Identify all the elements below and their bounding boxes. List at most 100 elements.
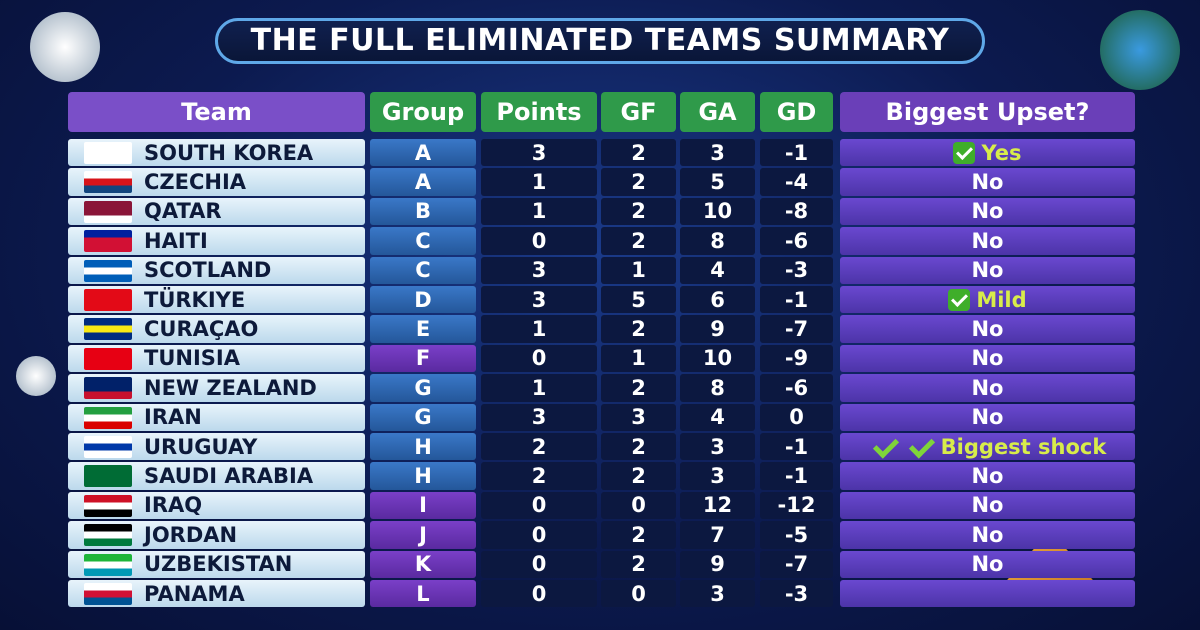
team-cell: SCOTLAND — [68, 256, 365, 284]
team-cell-text: IRAN — [144, 405, 202, 430]
stat-cell: 8 — [680, 227, 755, 255]
stat-cell-text: 0 — [631, 581, 646, 606]
column-header: Team — [68, 92, 365, 132]
stat-cell: -7 — [760, 315, 833, 343]
team-cell: JORDAN — [68, 521, 365, 549]
stat-cell: -9 — [760, 344, 833, 373]
upset-cell-text: No — [971, 258, 1004, 283]
upset-cell-text: No — [971, 375, 1004, 400]
column-header: GF — [601, 92, 676, 132]
team-cell: SAUDI ARABIA — [68, 462, 365, 490]
group-cell: B — [370, 197, 476, 226]
team-cell-text: CURAÇAO — [144, 317, 259, 342]
flag-icon — [84, 171, 132, 194]
stat-cell: -6 — [760, 374, 833, 402]
upset-cell-text: No — [971, 317, 1004, 342]
upset-cell: Biggest shock — [840, 433, 1135, 461]
team-cell-text: IRAQ — [144, 493, 203, 518]
upset-cell-text: No — [971, 464, 1004, 489]
stat-cell-text: 0 — [531, 552, 547, 577]
stat-cell-text: 3 — [531, 140, 547, 165]
stat-cell-text: 2 — [631, 464, 646, 489]
stat-cell: 3 — [601, 403, 676, 431]
team-cell: IRAQ — [68, 491, 365, 520]
stat-cell: 1 — [601, 344, 676, 373]
stat-cell-text: 2 — [631, 434, 646, 459]
stat-cell: 0 — [481, 521, 597, 549]
stat-cell-text: -3 — [784, 258, 809, 283]
column-header-text: GA — [698, 98, 737, 126]
group-cell: L — [370, 580, 476, 608]
upset-cell-text: Mild — [976, 287, 1027, 312]
stat-cell: 4 — [680, 403, 755, 431]
group-cell: K — [370, 550, 476, 578]
stat-cell: 3 — [481, 256, 597, 284]
stat-cell-text: 2 — [631, 375, 646, 400]
stat-cell-text: 8 — [710, 375, 725, 400]
team-cell: URUGUAY — [68, 433, 365, 461]
stat-cell: -12 — [760, 491, 833, 520]
upset-cell: No — [840, 344, 1135, 373]
stat-cell-text: 0 — [789, 405, 804, 430]
flag-icon — [84, 524, 132, 547]
group-cell-text: H — [414, 434, 432, 459]
stat-cell: 0 — [481, 550, 597, 578]
team-cell: TÜRKIYE — [68, 286, 365, 314]
group-cell-text: C — [415, 258, 431, 283]
flag-icon — [84, 289, 132, 311]
stat-cell: 2 — [601, 433, 676, 461]
flag-icon — [84, 259, 132, 282]
group-cell: A — [370, 168, 476, 196]
flag-icon — [84, 318, 132, 341]
stat-cell-text: -7 — [784, 317, 809, 342]
stat-cell-text: 2 — [631, 552, 646, 577]
upset-cell: No — [840, 197, 1135, 226]
team-cell: CURAÇAO — [68, 315, 365, 343]
group-cell: C — [370, 227, 476, 255]
stat-cell-text: 7 — [710, 522, 725, 547]
stat-cell-text: 0 — [531, 493, 547, 518]
stat-cell: 4 — [680, 256, 755, 284]
team-cell-text: TÜRKIYE — [144, 287, 246, 312]
stat-cell-text: 1 — [631, 258, 646, 283]
team-cell: CZECHIA — [68, 168, 365, 196]
title: THE FULL ELIMINATED TEAMS SUMMARY — [215, 18, 985, 64]
upset-cell-text: No — [971, 493, 1004, 518]
stat-cell-text: 0 — [631, 493, 646, 518]
stat-cell: 2 — [601, 550, 676, 578]
stat-cell: 2 — [601, 168, 676, 196]
stat-cell: 3 — [481, 286, 597, 314]
team-cell-text: SCOTLAND — [144, 258, 272, 283]
stat-cell-text: 10 — [702, 199, 733, 224]
group-cell-text: K — [414, 552, 432, 577]
group-cell: E — [370, 315, 476, 343]
upset-cell-text: Biggest shock — [940, 434, 1107, 459]
column-header: GA — [680, 92, 755, 132]
stat-cell: 9 — [680, 315, 755, 343]
stat-cell: 3 — [680, 462, 755, 490]
stat-cell: 3 — [680, 139, 755, 167]
stat-cell: -1 — [760, 139, 833, 167]
stat-cell: 0 — [481, 344, 597, 373]
team-cell-text: HAITI — [144, 228, 208, 253]
stat-cell-text: 5 — [710, 170, 725, 195]
team-cell: QATAR — [68, 197, 365, 226]
column-header-text: Biggest Upset? — [885, 98, 1090, 126]
team-cell: IRAN — [68, 403, 365, 431]
stat-cell: 2 — [601, 139, 676, 167]
flag-icon — [84, 553, 132, 576]
team-cell: PANAMA — [68, 580, 365, 608]
stat-cell-text: 3 — [531, 405, 547, 430]
group-cell-text: A — [414, 170, 432, 195]
group-cell-text: G — [414, 405, 432, 430]
stat-cell: 12 — [680, 491, 755, 520]
stat-cell-text: 4 — [710, 258, 725, 283]
stat-cell-text: 4 — [710, 405, 725, 430]
stat-cell-text: 2 — [631, 317, 646, 342]
group-cell-text: L — [416, 581, 430, 606]
stat-cell: 6 — [680, 286, 755, 314]
group-cell-text: A — [414, 140, 432, 165]
stat-cell-text: -6 — [784, 228, 809, 253]
flag-icon — [84, 230, 132, 253]
